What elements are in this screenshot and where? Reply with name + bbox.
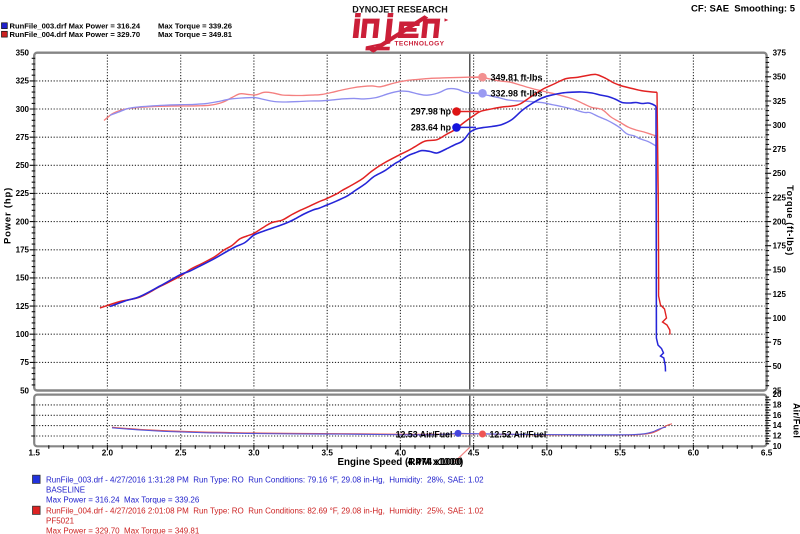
- svg-text:Max Power = 316.24 Max Torque: Max Power = 316.24 Max Torque = 339.26: [46, 496, 200, 505]
- svg-text:Max Power = 329.70 Max Torque: Max Power = 329.70 Max Torque = 349.81: [46, 527, 200, 534]
- svg-text:175: 175: [773, 242, 787, 251]
- svg-text:3.5: 3.5: [322, 449, 334, 458]
- svg-text:332.98 ft-lbs: 332.98 ft-lbs: [491, 89, 543, 99]
- svg-text:325: 325: [773, 97, 787, 106]
- svg-text:RunFile_004.drf Max Power = 32: RunFile_004.drf Max Power = 329.70: [10, 30, 141, 39]
- svg-text:200: 200: [16, 217, 30, 226]
- svg-text:Air/Fuel: Air/Fuel: [792, 403, 800, 438]
- svg-text:2.0: 2.0: [102, 449, 114, 458]
- svg-text:12.52 Air/Fuel: 12.52 Air/Fuel: [490, 430, 547, 440]
- svg-text:12: 12: [773, 432, 782, 441]
- svg-text:2.5: 2.5: [175, 449, 187, 458]
- svg-text:349.81 ft-lbs: 349.81 ft-lbs: [491, 73, 543, 83]
- svg-text:Max Torque = 339.26: Max Torque = 339.26: [158, 22, 232, 31]
- svg-text:20: 20: [773, 390, 782, 399]
- svg-text:5.5: 5.5: [614, 449, 626, 458]
- svg-text:16: 16: [773, 411, 782, 420]
- svg-text:Power (hp): Power (hp): [3, 187, 14, 244]
- svg-text:300: 300: [16, 105, 30, 114]
- svg-text:150: 150: [773, 266, 787, 275]
- svg-text:1.5: 1.5: [29, 449, 41, 458]
- svg-text:75: 75: [20, 358, 29, 367]
- svg-text:4.474 x1000: 4.474 x1000: [408, 457, 463, 468]
- svg-text:CF: SAE Smoothing: 5: CF: SAE Smoothing: 5: [691, 4, 796, 15]
- svg-text:4.5: 4.5: [468, 449, 480, 458]
- svg-text:325: 325: [16, 77, 30, 86]
- svg-text:5.0: 5.0: [541, 449, 553, 458]
- svg-text:TECHNOLOGY: TECHNOLOGY: [395, 40, 445, 47]
- svg-text:4.0: 4.0: [395, 449, 407, 458]
- svg-text:RunFile_003.drf Max Power = 31: RunFile_003.drf Max Power = 316.24: [10, 22, 141, 31]
- svg-text:50: 50: [20, 386, 29, 395]
- svg-text:6.5: 6.5: [761, 449, 773, 458]
- svg-text:10: 10: [773, 442, 782, 451]
- svg-text:275: 275: [773, 145, 787, 154]
- svg-text:350: 350: [16, 49, 30, 58]
- svg-text:283.64 hp: 283.64 hp: [411, 123, 452, 133]
- svg-text:RunFile_004.drf - 4/27/2016 2:: RunFile_004.drf - 4/27/2016 2:01:08 PM R…: [46, 506, 484, 515]
- svg-text:375: 375: [773, 49, 787, 58]
- svg-text:18: 18: [773, 401, 782, 410]
- svg-text:125: 125: [773, 290, 787, 299]
- svg-text:200: 200: [773, 217, 787, 226]
- svg-text:250: 250: [16, 161, 30, 170]
- svg-text:125: 125: [16, 302, 30, 311]
- svg-text:RunFile_003.drf - 4/27/2016 1:: RunFile_003.drf - 4/27/2016 1:31:28 PM R…: [46, 475, 484, 484]
- svg-text:PF5021: PF5021: [46, 517, 75, 526]
- svg-text:12.53 Air/Fuel: 12.53 Air/Fuel: [396, 429, 453, 439]
- svg-text:225: 225: [773, 193, 787, 202]
- svg-text:50: 50: [773, 362, 782, 371]
- svg-text:Max Torque = 349.81: Max Torque = 349.81: [158, 30, 233, 39]
- svg-text:275: 275: [16, 133, 30, 142]
- svg-text:14: 14: [773, 421, 782, 430]
- svg-text:175: 175: [16, 246, 30, 255]
- svg-text:BASELINE: BASELINE: [46, 486, 85, 495]
- svg-text:300: 300: [773, 121, 787, 130]
- svg-text:3.0: 3.0: [248, 449, 260, 458]
- svg-text:297.98 hp: 297.98 hp: [411, 107, 452, 117]
- svg-text:100: 100: [773, 314, 787, 323]
- svg-text:DYNOJET RESEARCH: DYNOJET RESEARCH: [352, 5, 448, 15]
- svg-text:225: 225: [16, 189, 30, 198]
- svg-text:Engine Speed (RPM x1000): Engine Speed (RPM x1000): [338, 457, 464, 468]
- svg-text:100: 100: [16, 330, 30, 339]
- svg-text:75: 75: [773, 338, 782, 347]
- svg-text:250: 250: [773, 169, 787, 178]
- svg-text:6.0: 6.0: [688, 449, 700, 458]
- svg-text:350: 350: [773, 73, 787, 82]
- svg-text:150: 150: [16, 274, 30, 283]
- svg-text:Torque (ft-lbs): Torque (ft-lbs): [785, 185, 795, 256]
- svg-text:25: 25: [773, 386, 782, 395]
